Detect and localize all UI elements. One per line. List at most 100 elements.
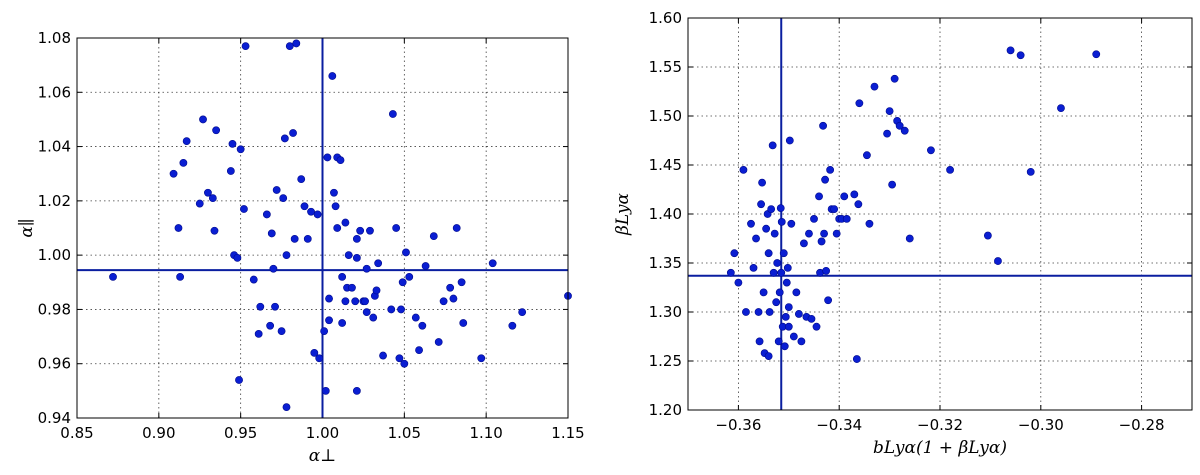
x-tick-label: 0.95 <box>224 424 257 442</box>
data-point <box>819 121 827 130</box>
data-point <box>446 283 455 292</box>
data-point <box>352 386 361 395</box>
data-point <box>840 192 849 201</box>
data-point <box>372 286 381 295</box>
x-tick-label: 1.05 <box>388 424 421 442</box>
data-point <box>398 278 407 287</box>
data-point <box>352 234 361 243</box>
y-tick-label: 1.06 <box>38 83 71 101</box>
data-point <box>794 310 803 318</box>
data-point <box>905 234 914 243</box>
data-point <box>241 42 250 51</box>
x-tick-label: 1.10 <box>469 424 502 442</box>
data-point <box>821 175 829 184</box>
data-point <box>402 248 410 257</box>
data-point <box>338 272 347 281</box>
data-point <box>336 156 345 165</box>
data-point <box>812 322 821 331</box>
data-point <box>783 263 792 272</box>
data-point <box>344 251 353 260</box>
y-tick-label: 1.60 <box>649 9 682 27</box>
data-point <box>459 319 468 327</box>
y-tick-label: 1.02 <box>38 192 71 210</box>
x-tick-label: −0.30 <box>1018 416 1064 434</box>
data-point <box>341 218 350 227</box>
data-point <box>262 210 271 219</box>
data-point <box>199 115 207 124</box>
x-tick-label: −0.36 <box>715 416 761 434</box>
data-point <box>388 110 397 118</box>
data-point <box>449 294 458 303</box>
data-point <box>742 308 750 316</box>
data-point <box>320 327 329 336</box>
data-point <box>772 298 781 307</box>
y-tick-label: 1.25 <box>649 352 682 370</box>
y-axis-label: α∥ <box>17 218 37 237</box>
data-point <box>855 99 864 108</box>
data-point <box>784 303 793 311</box>
data-point <box>822 266 830 275</box>
data-point <box>338 319 347 327</box>
data-point <box>369 313 378 322</box>
data-point <box>226 167 235 175</box>
data-point <box>927 146 935 155</box>
data-point <box>863 151 871 160</box>
data-point <box>865 219 874 228</box>
data-point <box>754 308 763 316</box>
data-point <box>767 205 776 213</box>
data-point <box>313 210 322 219</box>
data-point <box>235 376 243 384</box>
data-point <box>1057 104 1065 113</box>
data-point <box>418 321 427 330</box>
data-point <box>297 175 306 184</box>
x-tick-label: −0.34 <box>816 416 862 434</box>
data-point <box>415 346 423 355</box>
data-point <box>792 288 801 297</box>
x-tick-label: 1.00 <box>306 424 339 442</box>
data-point <box>280 134 289 143</box>
data-point <box>787 219 796 228</box>
data-point <box>429 232 438 241</box>
data-point <box>518 308 527 317</box>
left-scatter-panel: 0.85 0.90 0.95 1.00 1.05 1.10 1.15 0.94 0.96 0.98… <box>17 29 585 466</box>
data-point <box>210 226 219 235</box>
data-point <box>755 337 764 346</box>
data-point <box>397 305 405 314</box>
plot-frame <box>687 17 1193 411</box>
data-point <box>328 72 337 80</box>
y-tick-label: 1.40 <box>649 205 682 223</box>
y-tick-label: 1.35 <box>649 254 682 272</box>
data-point <box>310 348 319 357</box>
data-point <box>330 188 338 197</box>
data-point <box>824 296 833 305</box>
x-tick-label: −0.32 <box>917 416 963 434</box>
data-point <box>204 188 212 197</box>
data-point <box>726 268 735 277</box>
data-point <box>779 249 788 258</box>
data-point <box>870 82 879 91</box>
data-point <box>1026 167 1035 176</box>
x-axis-label: bLyα(1 + βLyα) <box>873 438 1007 458</box>
data-point <box>272 186 281 194</box>
data-point <box>269 264 278 273</box>
data-point <box>325 316 333 325</box>
data-point <box>307 207 315 216</box>
data-point <box>900 126 909 135</box>
data-point <box>233 253 242 262</box>
data-point <box>271 302 279 311</box>
data-point <box>240 205 248 213</box>
data-point <box>292 39 301 48</box>
data-point <box>361 297 369 306</box>
data-point <box>356 226 365 235</box>
data-point <box>758 178 766 187</box>
data-point <box>282 251 291 260</box>
x-tick-label: 0.85 <box>60 424 93 442</box>
data-point <box>228 139 237 148</box>
data-point <box>411 313 420 322</box>
data-point <box>290 234 299 243</box>
y-tick-label: 1.30 <box>649 303 682 321</box>
data-point <box>769 268 778 277</box>
data-point <box>236 145 245 154</box>
data-point <box>1092 50 1101 59</box>
